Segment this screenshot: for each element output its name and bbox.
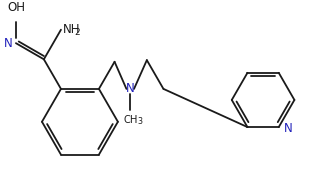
Text: NH: NH: [63, 23, 80, 36]
Text: 3: 3: [138, 117, 143, 126]
Text: N: N: [284, 122, 292, 135]
Text: N: N: [126, 82, 135, 95]
Text: 2: 2: [74, 28, 80, 37]
Text: OH: OH: [7, 1, 25, 14]
Text: CH: CH: [123, 114, 137, 125]
Text: N: N: [4, 37, 13, 50]
